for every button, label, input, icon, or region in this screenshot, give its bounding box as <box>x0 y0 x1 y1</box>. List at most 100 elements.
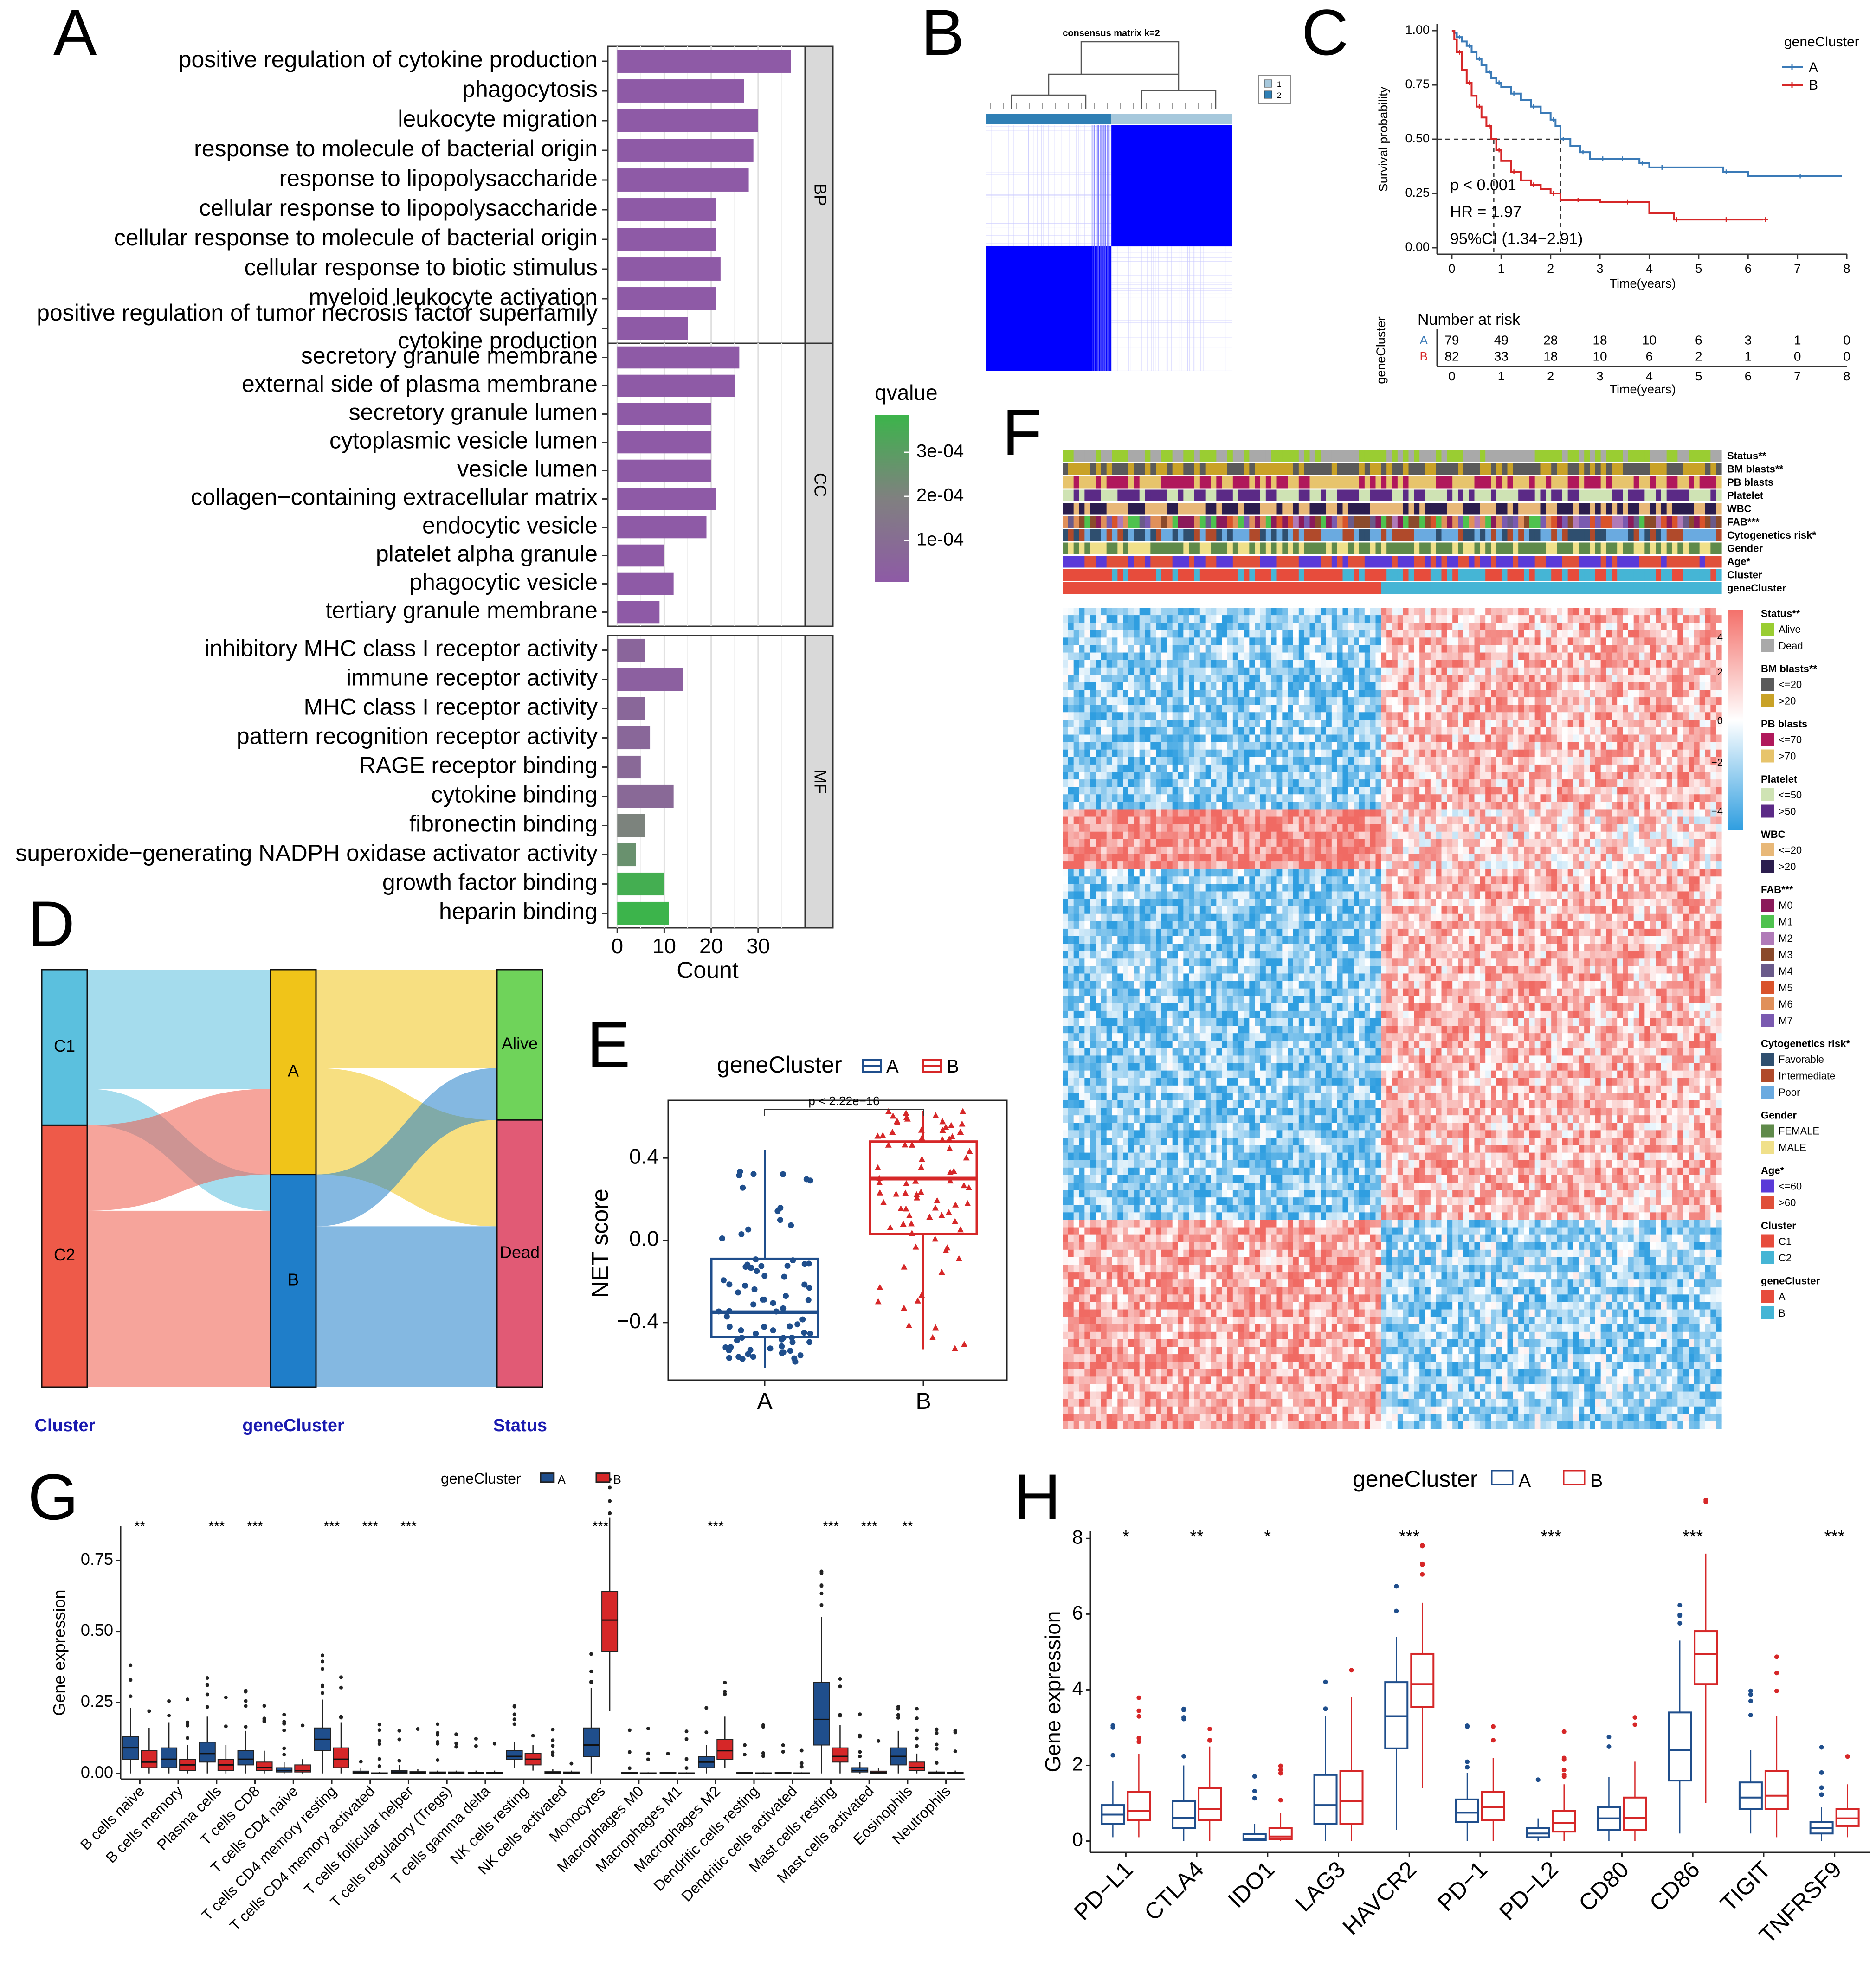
heatmap-cell <box>1117 705 1123 713</box>
annotation-cell <box>1063 489 1069 501</box>
heatmap-cell <box>1579 705 1585 713</box>
heatmap-cell <box>1513 615 1519 623</box>
heatmap-cell <box>1496 675 1502 683</box>
heatmap-cell <box>1293 734 1299 743</box>
heatmap-cell <box>1403 675 1409 683</box>
heatmap-cell <box>1161 764 1167 772</box>
heatmap-cell <box>1469 734 1475 743</box>
heatmap-cell <box>1084 712 1090 720</box>
track-label-status: Status** <box>1727 450 1766 462</box>
annotation-cell <box>1452 569 1458 581</box>
heatmap-cell <box>1656 615 1662 623</box>
heatmap-cell <box>1436 764 1442 772</box>
point-a <box>761 1324 767 1330</box>
heatmap-cell <box>1485 608 1491 616</box>
annotation-cell <box>1710 489 1716 501</box>
heatmap-cell <box>1606 712 1612 720</box>
heatmap-cell <box>1567 615 1574 623</box>
heatmap-cell <box>1644 660 1650 668</box>
heatmap-cell <box>1112 615 1118 623</box>
annotation-cell <box>1172 503 1179 515</box>
heatmap-cell <box>1579 787 1585 795</box>
heatmap-cell <box>1194 734 1200 743</box>
heatmap-cell <box>1595 637 1601 646</box>
annotation-cell <box>1309 529 1315 541</box>
heatmap-cell <box>1392 660 1398 668</box>
annotation-cell <box>1628 556 1634 568</box>
heatmap-cell <box>1689 645 1695 653</box>
annotation-cell <box>1705 450 1711 462</box>
annotation-cell <box>1458 489 1464 501</box>
tick-label-y: 0.50 <box>1405 131 1430 145</box>
heatmap-cell <box>1205 727 1212 735</box>
annotation-cell <box>1298 503 1305 515</box>
heatmap-cell <box>1205 645 1212 653</box>
heatmap-cell <box>1677 757 1683 765</box>
heatmap-cell <box>1534 645 1541 653</box>
annotation-cell <box>1161 489 1167 501</box>
heatmap-cell <box>1321 749 1327 758</box>
annotation-cell <box>1529 503 1535 515</box>
heatmap-cell <box>1573 608 1579 616</box>
heatmap-cell <box>1606 697 1612 705</box>
annotation-cell <box>1073 529 1080 541</box>
annotation-cell <box>1150 463 1156 475</box>
heatmap-cell <box>1282 779 1288 787</box>
heatmap-cell <box>1167 720 1173 728</box>
track-label-fab: FAB*** <box>1727 516 1760 528</box>
heatmap-cell <box>1573 697 1579 705</box>
heatmap-cell <box>1480 779 1486 787</box>
heatmap-cell <box>1579 720 1585 728</box>
heatmap-cell <box>1084 764 1090 772</box>
heatmap-cell <box>1567 682 1574 690</box>
heatmap-cell <box>1232 794 1239 802</box>
annotation-cell <box>1567 582 1574 594</box>
annotation-cell <box>1183 503 1189 515</box>
heatmap-cell <box>1639 779 1645 787</box>
heatmap-cell <box>1282 690 1288 698</box>
legend-colorbar-qvalue <box>875 415 909 582</box>
heatmap-cell <box>1199 690 1206 698</box>
heatmap-cell <box>1617 749 1623 758</box>
point-b <box>932 1235 939 1242</box>
heatmap-cell <box>1271 697 1277 705</box>
risk-count: 18 <box>1543 349 1558 363</box>
heatmap-cell <box>1090 720 1096 728</box>
heatmap-cell <box>1386 772 1392 780</box>
heatmap-cell <box>1502 682 1508 690</box>
annotation-cell <box>1249 450 1255 462</box>
heatmap-cell <box>1068 794 1074 802</box>
heatmap-cell <box>1117 727 1123 735</box>
heatmap-cell <box>1271 705 1277 713</box>
heatmap-cell <box>1309 630 1315 638</box>
heatmap-cell <box>1123 712 1129 720</box>
annotation-cell <box>1656 503 1662 515</box>
annotation-cell <box>1222 542 1228 554</box>
annotation-cell <box>1386 542 1392 554</box>
heatmap-cell <box>1063 705 1069 713</box>
heatmap-cell <box>1342 697 1348 705</box>
annotation-cell <box>1117 489 1123 501</box>
heatmap-cell <box>1084 794 1090 802</box>
heatmap-cell <box>1441 749 1447 758</box>
heatmap-cell <box>1452 764 1458 772</box>
annotation-cell <box>1534 450 1541 462</box>
heatmap-cell <box>1612 712 1618 720</box>
heatmap-cell <box>1282 727 1288 735</box>
annotation-cell <box>1255 542 1261 554</box>
heatmap-cell <box>1447 787 1453 795</box>
annotation-cell <box>1375 516 1381 528</box>
heatmap-cell <box>1096 660 1102 668</box>
heatmap-cell <box>1321 660 1327 668</box>
heatmap-cell <box>1485 779 1491 787</box>
heatmap-cell <box>1216 764 1222 772</box>
heatmap-cell <box>1408 623 1414 630</box>
heatmap-cell <box>1507 645 1513 653</box>
legend-tick-label: 1e-04 <box>916 529 964 550</box>
heatmap-cell <box>1161 705 1167 713</box>
annotation-cell <box>1474 463 1480 475</box>
heatmap-cell <box>1496 630 1502 638</box>
annotation-cell <box>1425 489 1431 501</box>
heatmap-cell <box>1150 637 1156 646</box>
annotation-cell <box>1710 476 1716 489</box>
